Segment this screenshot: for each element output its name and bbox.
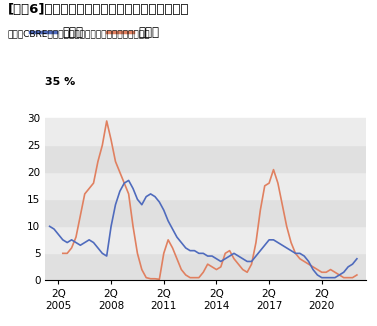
Bar [45,199,366,226]
Bar [45,172,366,199]
Bar [45,118,366,145]
Bar [45,226,366,253]
Text: 35 %: 35 % [45,77,75,87]
Bar [45,145,366,172]
Text: 出所：CBREのデータを基にニッセイ基礎研究所が作成: 出所：CBREのデータを基にニッセイ基礎研究所が作成 [8,29,150,38]
Legend: 首都圏, 近畿圏: 首都圏, 近畿圏 [26,22,164,44]
Bar [45,253,366,280]
Text: [図表6]大型マルチテナント型物流施設の空室率: [図表6]大型マルチテナント型物流施設の空室率 [8,3,189,16]
